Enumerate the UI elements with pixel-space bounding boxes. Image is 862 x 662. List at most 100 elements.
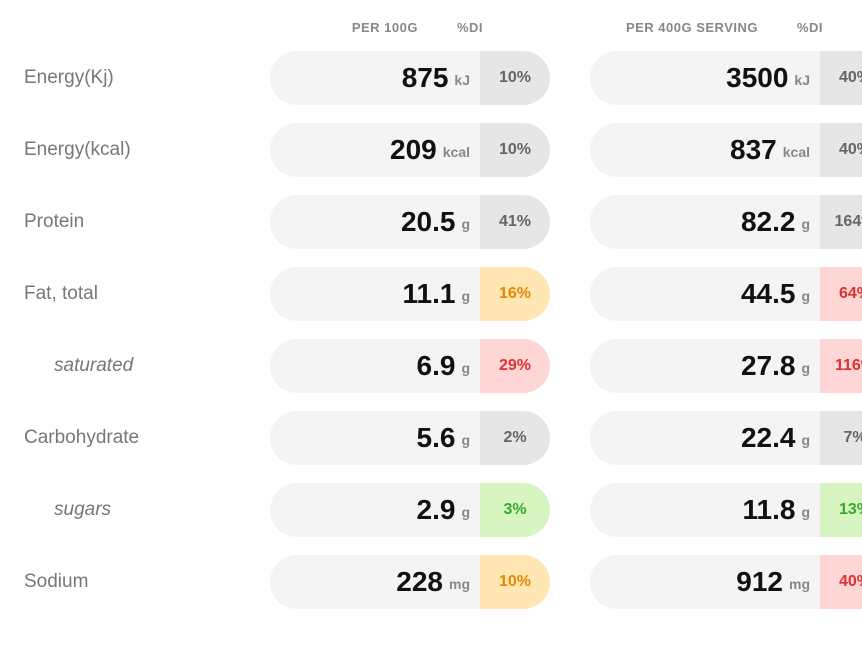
value-unit: g (461, 288, 470, 304)
table-row: Sodium228mg10%912mg40% (20, 555, 842, 609)
value-unit: g (801, 504, 810, 520)
value-cell: 6.9 g (270, 339, 480, 393)
value-number: 27.8 (741, 339, 796, 393)
value-number: 11.1 (402, 267, 455, 321)
nutrient-label: Carbohydrate (20, 427, 270, 449)
value-pill: 20.5 g 41% (270, 195, 550, 249)
di-badge: 29% (480, 339, 550, 393)
value-number: 82.2 (741, 195, 796, 249)
value-number: 44.5 (741, 267, 796, 321)
value-unit: mg (449, 576, 470, 592)
di-badge: 40% (820, 123, 862, 177)
value-cell: 11.1 g (270, 267, 480, 321)
value-unit: kJ (794, 72, 810, 88)
value-number: 11.8 (742, 483, 795, 537)
nutrient-label: Energy(Kj) (20, 67, 270, 89)
nutrient-label: sugars (20, 499, 270, 521)
di-badge: 16% (480, 267, 550, 321)
di-badge: 7% (820, 411, 862, 465)
value-cell: 837 kcal (590, 123, 820, 177)
value-pill: 22.4 g 7% (590, 411, 862, 465)
di-badge: 10% (480, 555, 550, 609)
di-badge: 2% (480, 411, 550, 465)
value-cell: 44.5 g (590, 267, 820, 321)
value-cell: 5.6 g (270, 411, 480, 465)
value-number: 875 (402, 51, 449, 105)
di-badge: 13% (820, 483, 862, 537)
value-pill: 209 kcal 10% (270, 123, 550, 177)
value-unit: g (461, 432, 470, 448)
value-unit: g (801, 216, 810, 232)
value-number: 912 (736, 555, 783, 609)
table-row: sugars2.9g3%11.8g13% (20, 483, 842, 537)
value-cell: 82.2 g (590, 195, 820, 249)
value-unit: g (801, 432, 810, 448)
value-pill: 228 mg 10% (270, 555, 550, 609)
value-unit: kcal (443, 144, 470, 160)
di-badge: 40% (820, 555, 862, 609)
di-badge: 164% (820, 195, 862, 249)
value-pill: 3500 kJ 40% (590, 51, 862, 105)
di-badge: 40% (820, 51, 862, 105)
di-badge: 116% (820, 339, 862, 393)
value-pill: 5.6 g 2% (270, 411, 550, 465)
value-pill: 2.9 g 3% (270, 483, 550, 537)
di-badge: 10% (480, 123, 550, 177)
value-number: 5.6 (417, 411, 456, 465)
value-pill: 11.8 g 13% (590, 483, 862, 537)
di-badge: 41% (480, 195, 550, 249)
header-per-serving: PER 400G SERVING (550, 20, 770, 35)
value-unit: g (801, 360, 810, 376)
value-pill: 875 kJ 10% (270, 51, 550, 105)
header-per-100g: PER 100G (270, 20, 430, 35)
value-number: 228 (396, 555, 443, 609)
header-di-100g: %DI (430, 20, 510, 35)
value-cell: 2.9 g (270, 483, 480, 537)
nutrient-label: Energy(kcal) (20, 139, 270, 161)
value-number: 6.9 (417, 339, 456, 393)
value-cell: 3500 kJ (590, 51, 820, 105)
table-row: Protein20.5g41%82.2g164% (20, 195, 842, 249)
table-row: Carbohydrate5.6g2%22.4g7% (20, 411, 842, 465)
value-cell: 22.4 g (590, 411, 820, 465)
value-pill: 837 kcal 40% (590, 123, 862, 177)
value-cell: 875 kJ (270, 51, 480, 105)
value-pill: 82.2 g 164% (590, 195, 862, 249)
value-number: 837 (730, 123, 777, 177)
value-cell: 209 kcal (270, 123, 480, 177)
value-cell: 228 mg (270, 555, 480, 609)
di-badge: 64% (820, 267, 862, 321)
value-pill: 11.1 g 16% (270, 267, 550, 321)
value-number: 2.9 (417, 483, 456, 537)
header-row: PER 100G %DI PER 400G SERVING %DI (20, 20, 842, 35)
nutrition-table: PER 100G %DI PER 400G SERVING %DI Energy… (20, 20, 842, 609)
table-row: saturated6.9g29%27.8g116% (20, 339, 842, 393)
nutrient-label: Sodium (20, 571, 270, 593)
value-unit: kJ (454, 72, 470, 88)
value-pill: 44.5 g 64% (590, 267, 862, 321)
nutrient-label: saturated (20, 355, 270, 377)
table-row: Fat, total11.1g16%44.5g64% (20, 267, 842, 321)
value-number: 209 (390, 123, 437, 177)
value-cell: 912 mg (590, 555, 820, 609)
value-unit: g (801, 288, 810, 304)
nutrient-label: Protein (20, 211, 270, 233)
table-row: Energy(Kj)875kJ10%3500kJ40% (20, 51, 842, 105)
value-cell: 27.8 g (590, 339, 820, 393)
value-unit: mg (789, 576, 810, 592)
table-row: Energy(kcal)209kcal10%837kcal40% (20, 123, 842, 177)
value-number: 22.4 (741, 411, 796, 465)
value-cell: 11.8 g (590, 483, 820, 537)
value-number: 20.5 (401, 195, 456, 249)
value-pill: 6.9 g 29% (270, 339, 550, 393)
value-pill: 912 mg 40% (590, 555, 862, 609)
value-unit: g (461, 216, 470, 232)
di-badge: 10% (480, 51, 550, 105)
di-badge: 3% (480, 483, 550, 537)
value-cell: 20.5 g (270, 195, 480, 249)
value-unit: kcal (783, 144, 810, 160)
value-number: 3500 (726, 51, 788, 105)
value-unit: g (461, 504, 470, 520)
value-pill: 27.8 g 116% (590, 339, 862, 393)
value-unit: g (461, 360, 470, 376)
